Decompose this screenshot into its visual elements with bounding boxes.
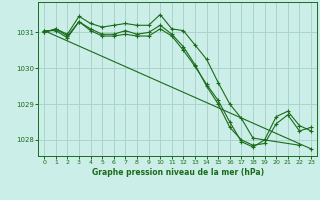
X-axis label: Graphe pression niveau de la mer (hPa): Graphe pression niveau de la mer (hPa) (92, 168, 264, 177)
